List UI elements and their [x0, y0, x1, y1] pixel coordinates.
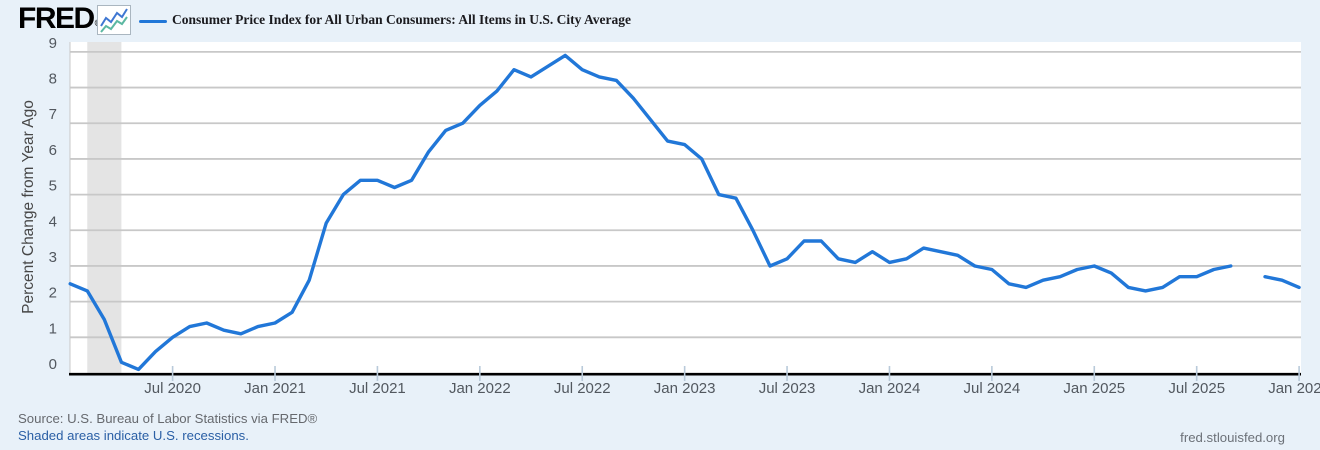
fred-logo[interactable]: FRED® — [18, 2, 101, 36]
x-tick-label: Jan 2025 — [1063, 380, 1125, 397]
fred-sparkline-icon — [97, 5, 131, 35]
x-tick-label: Jul 2024 — [964, 380, 1021, 397]
x-tick-label: Jul 2025 — [1168, 380, 1225, 397]
y-tick-label: 8 — [49, 71, 57, 88]
y-tick-label: 2 — [49, 285, 57, 302]
recession-note-link[interactable]: Shaded areas indicate U.S. recessions. — [18, 428, 249, 443]
x-tick-label: Jul 2020 — [144, 380, 201, 397]
y-tick-label: 1 — [49, 320, 57, 337]
y-tick-label: 9 — [49, 35, 57, 52]
y-tick-label: 0 — [49, 356, 57, 373]
x-tick-label: Jul 2022 — [554, 380, 611, 397]
series-title-link[interactable]: Consumer Price Index for All Urban Consu… — [172, 12, 631, 27]
cpi-series-line[interactable] — [68, 53, 1301, 372]
x-tick-label: Jan 2024 — [859, 380, 921, 397]
y-tick-label: 3 — [49, 249, 57, 266]
plot-background — [70, 42, 1301, 373]
x-tick-label: Jan 2023 — [654, 380, 716, 397]
y-tick-label: 5 — [49, 178, 57, 195]
footer-source-block: Source: U.S. Bureau of Labor Statistics … — [18, 410, 317, 444]
source-text: Source: U.S. Bureau of Labor Statistics … — [18, 411, 318, 426]
y-tick-label: 6 — [49, 142, 57, 159]
y-tick-label: 4 — [49, 213, 57, 230]
x-tick-label: Jan 2026 — [1268, 380, 1320, 397]
fred-wordmark: FRED — [18, 2, 95, 35]
y-axis-title: Percent Change from Year Ago — [20, 100, 37, 314]
y-tick-label: 7 — [49, 106, 57, 123]
legend-line-swatch — [139, 20, 167, 24]
x-tick-label: Jan 2022 — [449, 380, 511, 397]
x-tick-label: Jul 2023 — [759, 380, 816, 397]
x-tick-label: Jan 2021 — [244, 380, 306, 397]
x-tick-label: Jul 2021 — [349, 380, 406, 397]
fred-site-link[interactable]: fred.stlouisfed.org — [1180, 430, 1285, 445]
